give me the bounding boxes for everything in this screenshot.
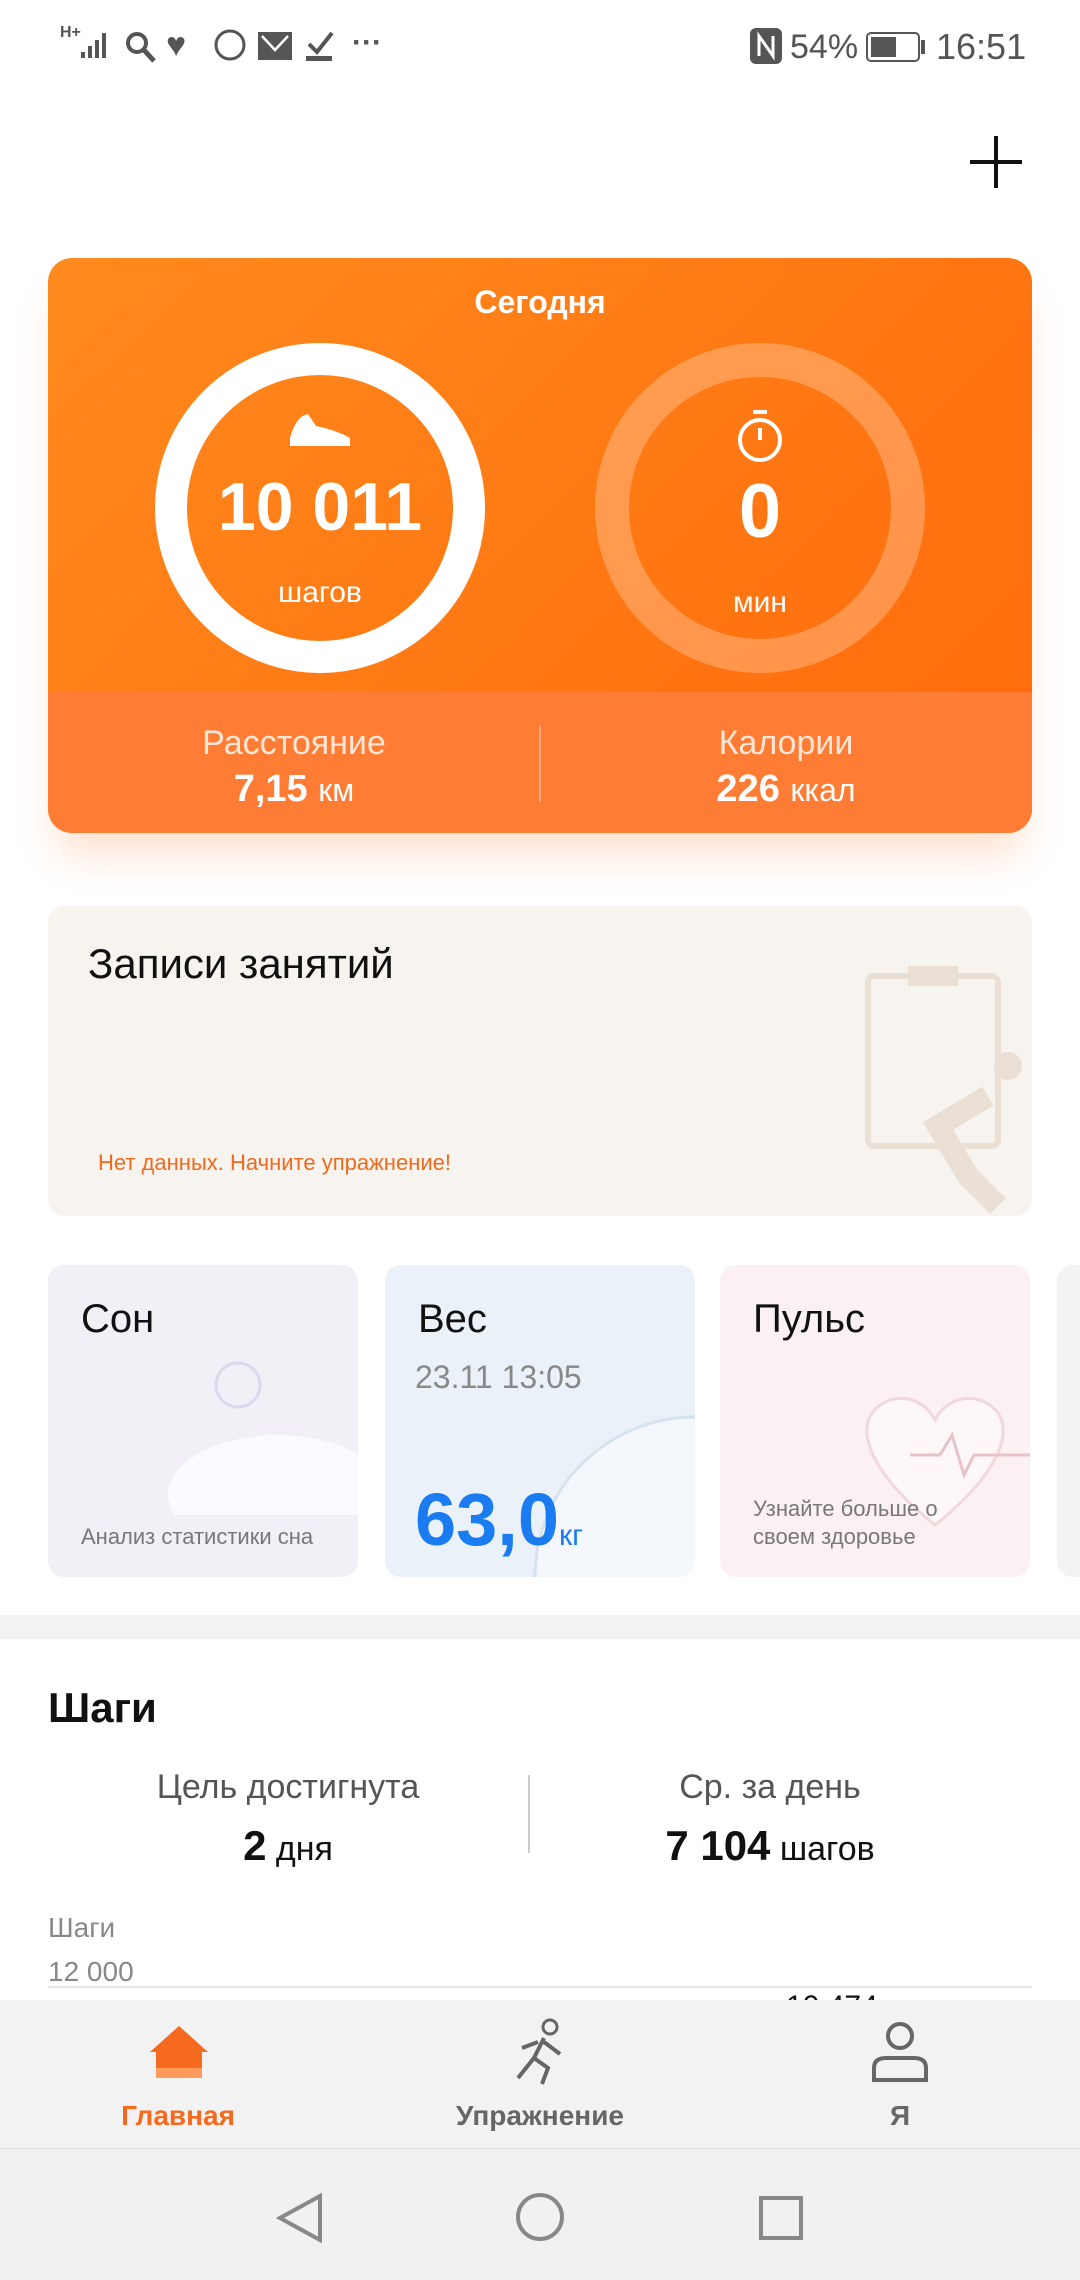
records-empty-text: Нет данных. Начните упражнение! xyxy=(98,1150,451,1175)
back-icon[interactable] xyxy=(276,2193,324,2243)
next-card[interactable] xyxy=(1057,1265,1080,1577)
divider xyxy=(528,1775,530,1853)
heart-rate-subtitle: Узнайте больше о своем здоровье xyxy=(753,1496,938,1549)
today-summary: Расстояние 7,15 км Калории 226 ккал xyxy=(48,692,1032,833)
weight-title: Вес xyxy=(418,1297,487,1341)
sleep-card[interactable]: Сон Анализ статистики сна xyxy=(48,1265,358,1577)
goal-unit: дня xyxy=(275,1830,333,1868)
shoe-icon xyxy=(290,414,350,446)
mail-icon xyxy=(258,32,292,60)
nav-exercise-label: Упражнение xyxy=(456,2100,624,2131)
system-nav xyxy=(0,2148,1080,2280)
calories: 226 ккал xyxy=(540,768,1032,811)
heart-rate-card[interactable]: Пульс Узнайте больше о своем здоровье xyxy=(720,1265,1030,1577)
sleep-title: Сон xyxy=(81,1297,155,1341)
goal-value: 2 xyxy=(243,1822,267,1869)
nfc-icon xyxy=(750,28,782,64)
distance-label: Расстояние xyxy=(202,724,386,762)
records-card[interactable]: Записи занятий Нет данных. Начните упраж… xyxy=(48,906,1032,1216)
minutes-value: 0 xyxy=(738,469,782,554)
person-icon xyxy=(872,2022,928,2082)
network-type: H+ xyxy=(60,24,81,41)
sleep-subtitle: Анализ статистики сна xyxy=(81,1524,314,1549)
weight-value: 63,0 xyxy=(415,1478,560,1561)
chart-gridline xyxy=(48,1986,1032,1988)
moon-cloud-icon xyxy=(168,1361,358,1515)
runner-icon xyxy=(516,2018,562,2085)
avg-value: 7 104 xyxy=(665,1822,771,1869)
signal-icon xyxy=(81,33,106,58)
search-icon xyxy=(126,32,156,63)
nav-home-label: Главная xyxy=(121,2100,235,2131)
home-button-icon[interactable] xyxy=(514,2191,566,2243)
distance-value: 7,15 xyxy=(233,768,308,810)
heart-rate-title: Пульс xyxy=(753,1297,866,1341)
heart-pulse-icon xyxy=(865,1396,1030,1527)
records-title: Записи занятий xyxy=(88,940,394,987)
nav-home[interactable]: Главная xyxy=(28,2000,328,2148)
avg: 7 104 шагов xyxy=(530,1822,1010,1870)
weight-unit: кг xyxy=(559,1519,584,1552)
viber-icon xyxy=(214,29,246,61)
calories-label: Калории xyxy=(718,724,854,762)
stopwatch-icon xyxy=(738,410,782,462)
goal-label: Цель достигнута xyxy=(156,1768,420,1806)
heart-icon: ♥ xyxy=(166,26,187,64)
minutes-unit: мин xyxy=(733,586,787,619)
scale-dial-icon xyxy=(533,1415,695,1577)
download-icon xyxy=(306,31,334,61)
steps-unit: шагов xyxy=(278,576,362,609)
chart-tick: 12 000 xyxy=(48,1956,134,1987)
battery-percent: 54% xyxy=(790,28,859,66)
section-divider xyxy=(0,1615,1080,1639)
steps-value: 10 011 xyxy=(217,469,423,545)
bottom-nav: Главная Упражнение Я xyxy=(0,2000,1080,2148)
calories-unit: ккал xyxy=(790,772,856,808)
calories-value: 226 xyxy=(716,768,780,810)
avg-unit: шагов xyxy=(779,1830,875,1868)
today-card[interactable]: Сегодня 10 011 шагов 0 мин Расстояние 7,… xyxy=(48,258,1032,833)
nav-me[interactable]: Я xyxy=(750,2000,1050,2148)
distance: 7,15 км xyxy=(48,768,540,811)
divider xyxy=(539,726,541,802)
nav-exercise[interactable]: Упражнение xyxy=(390,2000,690,2148)
plus-icon[interactable] xyxy=(968,134,1024,190)
clipboard-runner-icon xyxy=(865,966,1022,1214)
weight-card[interactable]: Вес 23.11 13:05 63,0кг xyxy=(385,1265,695,1577)
steps-section-title: Шаги xyxy=(48,1684,157,1731)
battery-icon xyxy=(866,32,925,62)
clock: 16:51 xyxy=(936,26,1027,67)
weight-date: 23.11 13:05 xyxy=(415,1359,582,1395)
today-title: Сегодня xyxy=(474,284,606,320)
goal: 2 дня xyxy=(48,1822,528,1870)
home-icon xyxy=(150,2026,208,2078)
more-icon: ··· xyxy=(352,26,382,59)
weight: 63,0кг xyxy=(415,1477,583,1562)
chart-label: Шаги xyxy=(48,1912,116,1943)
recents-icon[interactable] xyxy=(758,2195,804,2241)
distance-unit: км xyxy=(318,772,355,808)
nav-me-label: Я xyxy=(889,2100,911,2131)
avg-label: Ср. за день xyxy=(679,1768,861,1806)
status-bar: H+ ♥ ··· 54% 16:51 xyxy=(0,0,1080,95)
